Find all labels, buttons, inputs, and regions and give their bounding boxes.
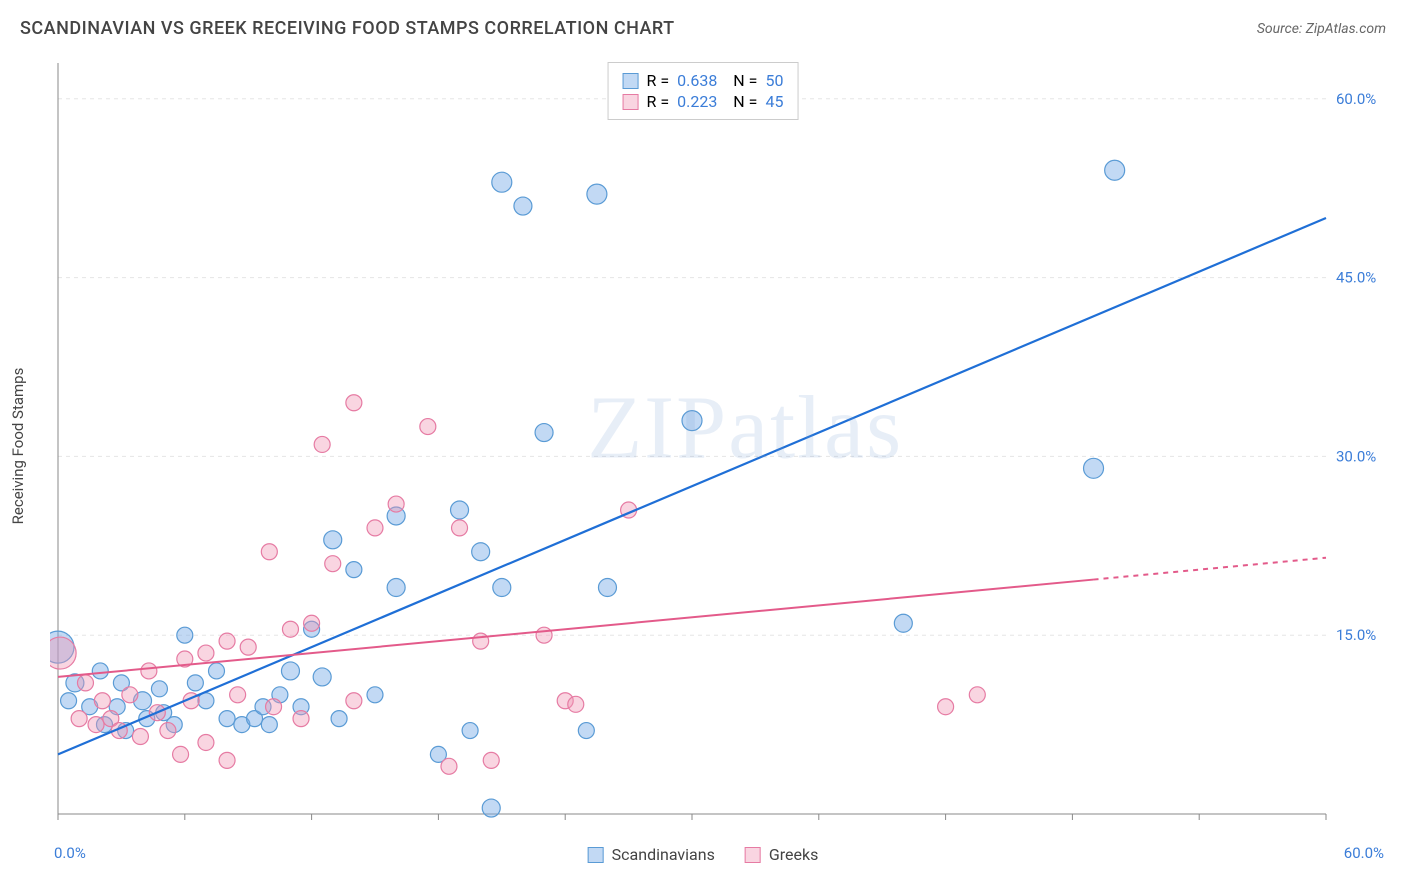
legend-swatch [745, 847, 761, 863]
scatter-plot-svg: 15.0% 30.0% 45.0% 60.0% [50, 55, 1386, 832]
legend-r-value: 0.638 [677, 71, 717, 90]
series-legend: Scandinavians Greeks [588, 845, 819, 864]
legend-n-label: N = [725, 71, 757, 90]
series-legend-label: Greeks [769, 845, 819, 864]
svg-text:60.0%: 60.0% [1336, 90, 1376, 108]
series-legend-item: Greeks [745, 845, 819, 864]
series-legend-label: Scandinavians [612, 845, 715, 864]
series-legend-item: Scandinavians [588, 845, 715, 864]
x-axis-min-label: 0.0% [54, 844, 86, 862]
legend-swatch [588, 847, 604, 863]
legend-swatch [623, 94, 639, 110]
legend-r-label: R = [647, 71, 670, 90]
chart-title: SCANDINAVIAN VS GREEK RECEIVING FOOD STA… [20, 18, 675, 39]
svg-text:15.0%: 15.0% [1336, 626, 1376, 644]
chart-source: Source: ZipAtlas.com [1257, 21, 1386, 37]
legend-n-label: N = [725, 92, 757, 111]
correlation-legend-row: R = 0.638 N = 50 [623, 71, 784, 90]
svg-text:45.0%: 45.0% [1336, 269, 1376, 287]
correlation-legend-row: R = 0.223 N = 45 [623, 92, 784, 111]
correlation-legend: R = 0.638 N = 50 R = 0.223 N = 45 [608, 62, 799, 120]
chart-header: SCANDINAVIAN VS GREEK RECEIVING FOOD STA… [20, 18, 1386, 39]
legend-r-value: 0.223 [677, 92, 717, 111]
plot-area: 15.0% 30.0% 45.0% 60.0% [50, 55, 1386, 832]
y-axis-label: Receiving Food Stamps [9, 368, 27, 525]
legend-swatch [623, 73, 639, 89]
x-axis-max-label: 60.0% [1344, 844, 1384, 862]
legend-n-value: 50 [765, 71, 783, 90]
legend-r-label: R = [647, 92, 670, 111]
svg-text:30.0%: 30.0% [1336, 447, 1376, 465]
legend-n-value: 45 [765, 92, 783, 111]
